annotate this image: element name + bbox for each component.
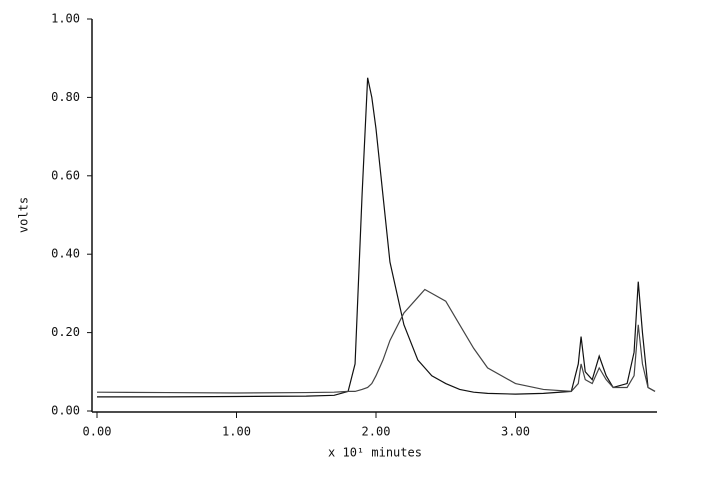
trace xyxy=(97,77,656,398)
y-tick-label: 0.00 xyxy=(51,404,80,418)
y-axis-label: volts xyxy=(17,197,31,233)
y-tick-label: 0.80 xyxy=(51,90,80,104)
x-axis-label: x 10¹ minutes xyxy=(328,446,422,460)
x-tick-label: 3.00 xyxy=(501,425,530,439)
trace xyxy=(96,288,656,394)
x-tick-label: 2.00 xyxy=(362,425,391,439)
x-tick-label: 1.00 xyxy=(222,425,251,439)
y-tick-label: 0.60 xyxy=(51,168,80,182)
y-tick-label: 0.20 xyxy=(51,325,80,339)
x-tick-label: 0.00 xyxy=(83,425,112,439)
y-tick-label: 1.00 xyxy=(51,12,80,26)
y-tick-label: 0.40 xyxy=(51,247,80,261)
